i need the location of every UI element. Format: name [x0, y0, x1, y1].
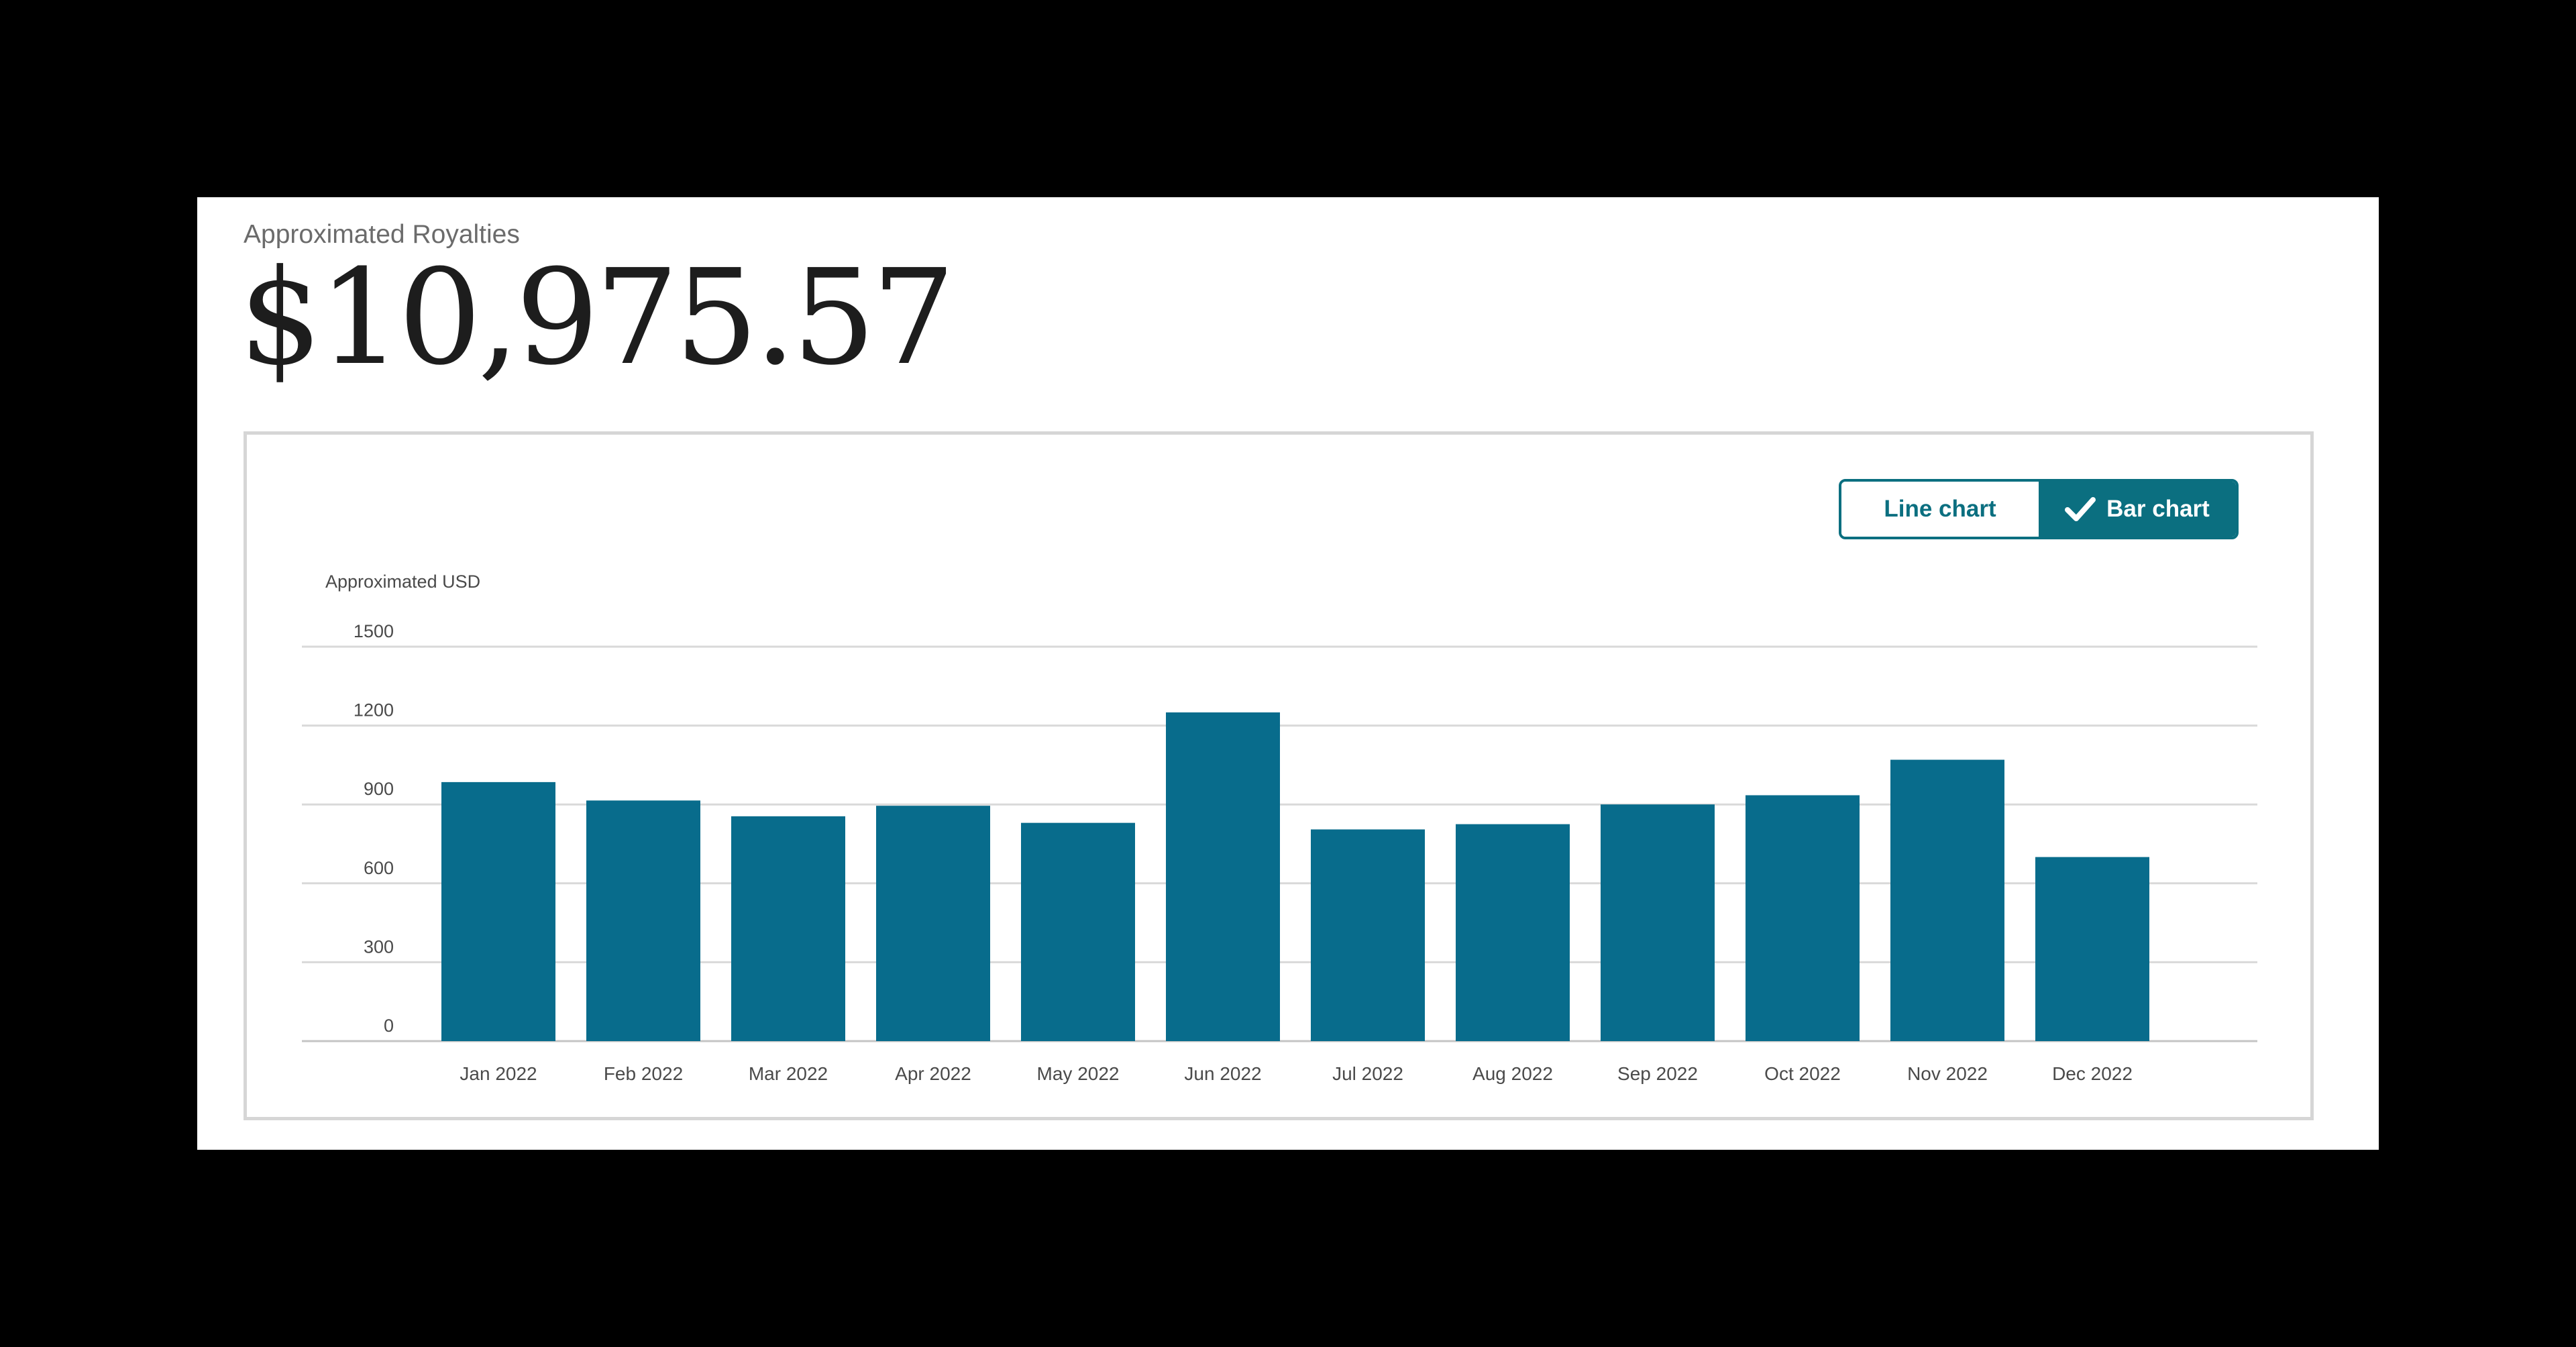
bar[interactable]	[586, 800, 700, 1041]
chart-type-toggle: Line chart Bar chart	[1839, 479, 2239, 539]
y-tick-labels: 0 300 600 900 1200 1500	[354, 621, 394, 1036]
x-tick-label: Jun 2022	[1184, 1063, 1261, 1084]
bar[interactable]	[1311, 829, 1425, 1041]
y-axis-title: Approximated USD	[325, 572, 480, 592]
bar[interactable]	[1601, 804, 1715, 1041]
x-tick-label: Oct 2022	[1764, 1063, 1841, 1084]
x-tick-label: May 2022	[1037, 1063, 1120, 1084]
y-tick-label: 300	[364, 936, 394, 957]
x-tick-label: Dec 2022	[2052, 1063, 2133, 1084]
bars	[441, 712, 2149, 1041]
bar[interactable]	[1890, 759, 2004, 1041]
x-tick-label: Nov 2022	[1907, 1063, 1988, 1084]
chart-panel: Line chart Bar chart Approximated USD 0 3…	[244, 431, 2314, 1120]
bar[interactable]	[2035, 857, 2149, 1041]
x-tick-label: Jul 2022	[1332, 1063, 1403, 1084]
bar[interactable]	[1456, 824, 1570, 1041]
x-tick-label: Feb 2022	[604, 1063, 683, 1084]
bar[interactable]	[1166, 712, 1280, 1041]
bar-chart-label: Bar chart	[2106, 496, 2210, 522]
x-tick-label: Mar 2022	[749, 1063, 828, 1084]
bar[interactable]	[1021, 822, 1135, 1041]
bar[interactable]	[441, 782, 555, 1041]
bar[interactable]	[1746, 795, 1860, 1041]
y-tick-label: 0	[384, 1016, 394, 1036]
y-tick-label: 600	[364, 858, 394, 878]
x-tick-label: Aug 2022	[1472, 1063, 1553, 1084]
royalties-total: $10,975.57	[239, 241, 955, 394]
bar-chart-button[interactable]: Bar chart	[2039, 482, 2236, 537]
royalties-card: Approximated Royalties $10,975.57 Line c…	[197, 197, 2379, 1150]
x-tick-label: Apr 2022	[895, 1063, 971, 1084]
line-chart-label: Line chart	[1884, 496, 1996, 522]
x-tick-labels: Jan 2022 Feb 2022 Mar 2022 Apr 2022 May 2022…	[460, 1063, 2133, 1084]
y-tick-label: 900	[364, 779, 394, 799]
bar-chart: Approximated USD 0 300 600 900 1200 1500 Jan …	[302, 572, 2257, 1084]
bar[interactable]	[876, 806, 990, 1041]
x-tick-label: Jan 2022	[460, 1063, 537, 1084]
y-tick-label: 1500	[354, 621, 394, 641]
bar[interactable]	[731, 816, 845, 1041]
check-icon	[2065, 497, 2096, 521]
royalties-subtitle: Approximated Royalties	[244, 220, 520, 249]
x-tick-label: Sep 2022	[1617, 1063, 1698, 1084]
y-tick-label: 1200	[354, 700, 394, 720]
line-chart-button[interactable]: Line chart	[1841, 482, 2039, 537]
